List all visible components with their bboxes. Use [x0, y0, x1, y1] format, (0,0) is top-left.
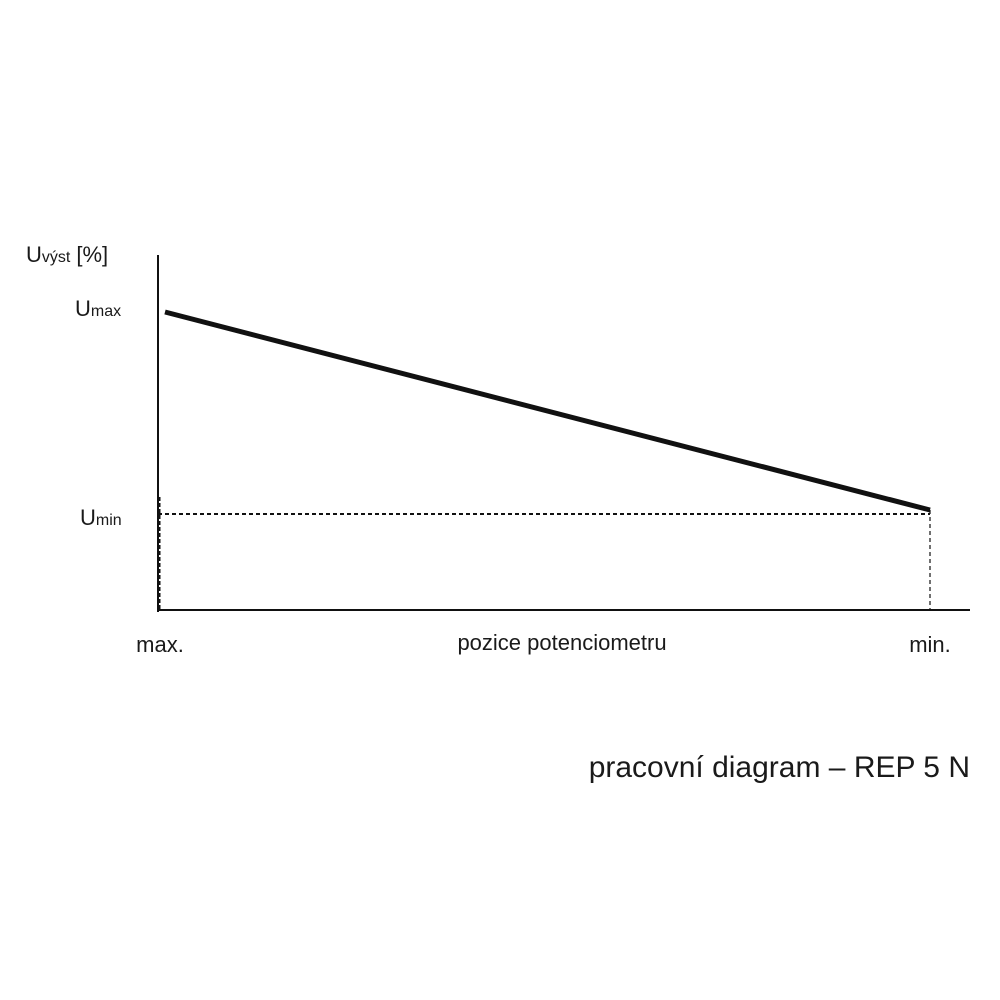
symbol: U [26, 242, 42, 267]
subscript: min [96, 512, 122, 529]
subscript: max [91, 303, 121, 320]
y-axis-label: Uvýst [%] [26, 242, 108, 267]
x-end-label: min. [909, 632, 951, 657]
umin-label: Umin [80, 505, 122, 530]
umax-label: Umax [75, 296, 121, 321]
subscript: výst [42, 249, 71, 266]
x-start-label: max. [136, 632, 184, 657]
symbol: U [75, 296, 91, 321]
unit: [%] [76, 242, 108, 267]
characteristic-line [164, 309, 931, 513]
symbol: U [80, 505, 96, 530]
x-axis-label: pozice potenciometru [457, 630, 666, 655]
caption: pracovní diagram – REP 5 N [589, 751, 970, 784]
